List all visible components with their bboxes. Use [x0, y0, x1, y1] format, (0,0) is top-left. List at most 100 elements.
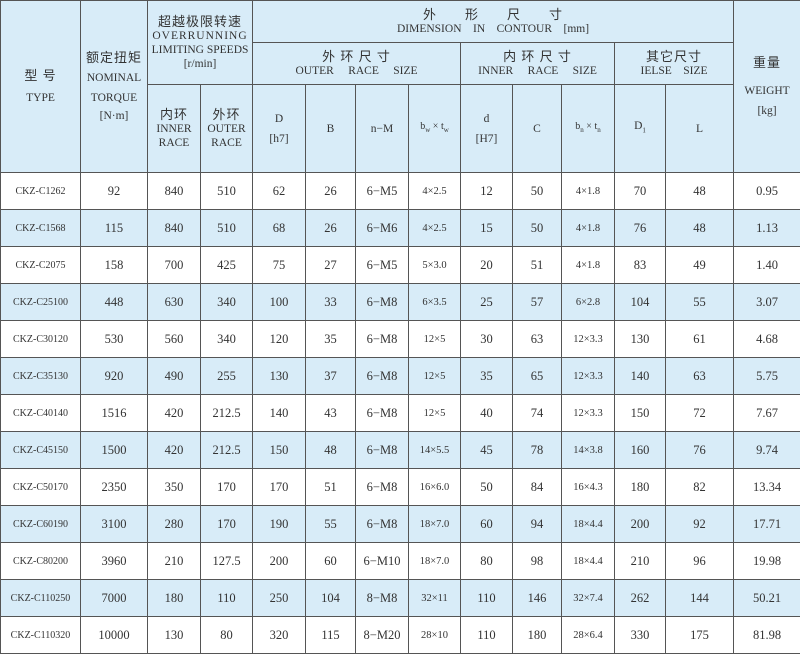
- cell-weight: 1.13: [734, 210, 800, 247]
- cell-C: 74: [513, 395, 562, 432]
- cell-B: 35: [306, 321, 356, 358]
- cell-n-M: 6−M8: [356, 506, 409, 543]
- cell-bw-tw: 32×11: [409, 580, 461, 617]
- cell-speed-inner: 420: [148, 432, 201, 469]
- dimension-en: DIMENSION IN CONTOUR [mm]: [253, 22, 733, 36]
- cell-d: 50: [461, 469, 513, 506]
- cell-torque: 92: [81, 173, 148, 210]
- cell-D1: 104: [615, 284, 666, 321]
- header-speed-outer: 外环 OUTER RACE: [201, 85, 253, 173]
- cell-type: CKZ-C80200: [1, 543, 81, 580]
- cell-B: 27: [306, 247, 356, 284]
- cell-type: CKZ-C60190: [1, 506, 81, 543]
- cell-n-M: 6−M5: [356, 173, 409, 210]
- header-B: B: [306, 85, 356, 173]
- cell-torque: 920: [81, 358, 148, 395]
- cell-n-M: 6−M8: [356, 469, 409, 506]
- cell-type: CKZ-C35130: [1, 358, 81, 395]
- cell-D1: 76: [615, 210, 666, 247]
- cell-speed-inner: 490: [148, 358, 201, 395]
- header-speeds: 超越极限转速 OVERRUNNING LIMITING SPEEDS [r/mi…: [148, 1, 253, 85]
- cell-speed-inner: 210: [148, 543, 201, 580]
- cell-bn-tn: 12×3.3: [562, 395, 615, 432]
- col-bw-sub: w: [425, 126, 430, 134]
- cell-torque: 1500: [81, 432, 148, 469]
- cell-D: 170: [253, 469, 306, 506]
- cell-bn-tn: 6×2.8: [562, 284, 615, 321]
- cell-bw-tw: 16×6.0: [409, 469, 461, 506]
- cell-B: 104: [306, 580, 356, 617]
- cell-D: 250: [253, 580, 306, 617]
- col-D: D: [253, 112, 305, 126]
- cell-B: 51: [306, 469, 356, 506]
- cell-d: 30: [461, 321, 513, 358]
- speed-inner-en1: INNER: [148, 122, 200, 136]
- col-C: C: [533, 123, 541, 135]
- header-bn-tn: bn × tn: [562, 85, 615, 173]
- cell-speed-inner: 280: [148, 506, 201, 543]
- cell-D: 130: [253, 358, 306, 395]
- speeds-cn: 超越极限转速: [148, 15, 252, 29]
- cell-D1: 140: [615, 358, 666, 395]
- cell-torque: 7000: [81, 580, 148, 617]
- cell-bn-tn: 18×4.4: [562, 543, 615, 580]
- speed-outer-en2: RACE: [201, 136, 252, 150]
- torque-en2: TORQUE: [81, 91, 147, 105]
- header-inner-size: 内 环 尺 寸 INNER RACE SIZE: [461, 43, 615, 85]
- cell-speed-outer: 340: [201, 284, 253, 321]
- cell-speed-inner: 560: [148, 321, 201, 358]
- cell-bn-tn: 16×4.3: [562, 469, 615, 506]
- cell-speed-inner: 700: [148, 247, 201, 284]
- inner-size-en: INNER RACE SIZE: [461, 64, 614, 78]
- cell-d: 15: [461, 210, 513, 247]
- header-D1: D1: [615, 85, 666, 173]
- cell-D1: 83: [615, 247, 666, 284]
- cell-bw-tw: 18×7.0: [409, 543, 461, 580]
- cell-B: 60: [306, 543, 356, 580]
- cell-n-M: 6−M8: [356, 358, 409, 395]
- cell-type: CKZ-C110250: [1, 580, 81, 617]
- cell-torque: 2350: [81, 469, 148, 506]
- cell-d: 80: [461, 543, 513, 580]
- cell-n-M: 8−M20: [356, 617, 409, 654]
- torque-cn: 额定扭矩: [81, 51, 147, 65]
- torque-en1: NOMINAL: [81, 71, 147, 85]
- cell-B: 26: [306, 210, 356, 247]
- cell-type: CKZ-C110320: [1, 617, 81, 654]
- cell-C: 65: [513, 358, 562, 395]
- cell-D1: 70: [615, 173, 666, 210]
- cell-torque: 1516: [81, 395, 148, 432]
- header-d: d [H7]: [461, 85, 513, 173]
- cell-n-M: 6−M5: [356, 247, 409, 284]
- col-tn-sub: n: [597, 126, 601, 134]
- cell-speed-inner: 350: [148, 469, 201, 506]
- cell-D: 190: [253, 506, 306, 543]
- cell-C: 98: [513, 543, 562, 580]
- cell-D: 200: [253, 543, 306, 580]
- cell-type: CKZ-C45150: [1, 432, 81, 469]
- cell-bw-tw: 14×5.5: [409, 432, 461, 469]
- cell-D: 320: [253, 617, 306, 654]
- cell-d: 110: [461, 617, 513, 654]
- cell-bn-tn: 4×1.8: [562, 173, 615, 210]
- cell-D: 140: [253, 395, 306, 432]
- cell-C: 50: [513, 173, 562, 210]
- cell-n-M: 6−M8: [356, 395, 409, 432]
- cell-d: 40: [461, 395, 513, 432]
- col-nM: n−M: [371, 123, 393, 135]
- cell-n-M: 6−M8: [356, 284, 409, 321]
- cell-d: 12: [461, 173, 513, 210]
- cell-speed-outer: 110: [201, 580, 253, 617]
- cell-d: 25: [461, 284, 513, 321]
- cell-bn-tn: 4×1.8: [562, 247, 615, 284]
- header-D: D [h7]: [253, 85, 306, 173]
- cell-B: 115: [306, 617, 356, 654]
- header-type: 型 号 TYPE: [1, 1, 81, 173]
